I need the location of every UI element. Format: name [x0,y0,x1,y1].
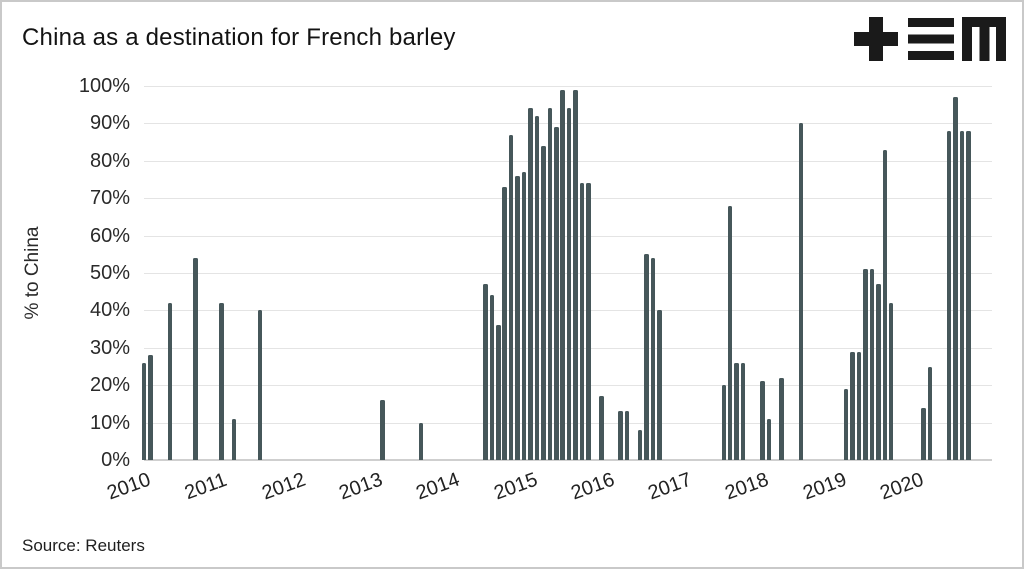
source-note: Source: Reuters [22,536,145,555]
x-tick-label: 2010 [104,468,154,505]
bar [560,89,565,460]
bar [618,411,623,460]
bar [863,269,868,460]
bar [380,400,385,460]
bar [231,418,237,460]
tem-logo [854,17,1006,66]
bar [644,254,649,460]
bar [508,134,514,460]
bar [927,366,933,460]
bar [650,258,656,460]
bar [167,302,173,460]
bar [141,362,147,460]
bar [534,115,540,460]
bar [579,183,585,460]
x-tick-label: 2017 [645,468,695,505]
bar [566,108,572,460]
x-tick-label: 2018 [722,468,772,505]
bar [219,302,224,460]
bar [760,381,765,460]
m-icon [962,17,1006,61]
bar [798,123,804,460]
bar [515,175,520,460]
bar [727,205,733,460]
y-tick-label: 10% [89,411,130,434]
bar [599,396,604,460]
y-tick-label: 70% [89,187,130,210]
gridline [144,86,992,87]
x-tick-label: 2015 [490,468,540,505]
bar [257,310,263,460]
bar [779,377,784,460]
equals-icon [908,18,954,60]
bar [418,422,424,460]
y-tick-label: 50% [89,262,130,284]
bar [521,172,527,460]
bar [496,325,501,460]
bar [502,186,507,460]
y-tick-label: 90% [89,112,130,135]
bar [766,418,772,460]
bar [657,310,662,460]
y-tick-label: 100% [78,75,130,97]
x-axis-line [144,459,992,461]
bar [946,130,952,460]
bar [921,407,926,460]
bar [554,127,559,460]
x-tick-label: 2014 [413,468,463,505]
bar [483,284,488,460]
bar [953,97,958,460]
bar [573,89,578,460]
bar [876,284,881,460]
y-tick-label: 0% [101,449,130,471]
bar [624,411,630,460]
bar [489,295,495,460]
bar [637,430,643,460]
bar [966,130,971,460]
chart-title: China as a destination for French barley [22,24,456,51]
bar [959,130,965,460]
x-tick-label: 2013 [336,468,386,505]
x-tick-label: 2016 [567,468,618,505]
bar [856,351,862,460]
bar [869,269,875,460]
bar [740,362,746,460]
y-tick-label: 60% [89,224,130,247]
x-tick-label: 2012 [258,468,309,505]
y-tick-label: 30% [89,336,130,359]
y-tick-label: 40% [89,299,130,322]
bar [541,145,546,460]
bar [850,351,855,460]
x-tick-label: 2011 [182,468,231,505]
bar [734,362,739,460]
y-tick-label: 20% [89,374,130,397]
bar [193,258,198,460]
bar [843,388,849,460]
x-tick-label: 2019 [799,468,850,505]
y-tick-label: 80% [89,149,130,172]
bar [721,385,726,460]
bar [882,149,888,460]
x-tick-label: 2020 [877,468,927,505]
bar [148,355,153,460]
bar [888,302,894,460]
bar [586,183,591,460]
plus-icon [854,17,898,61]
bar [547,108,553,460]
bar [528,108,533,460]
